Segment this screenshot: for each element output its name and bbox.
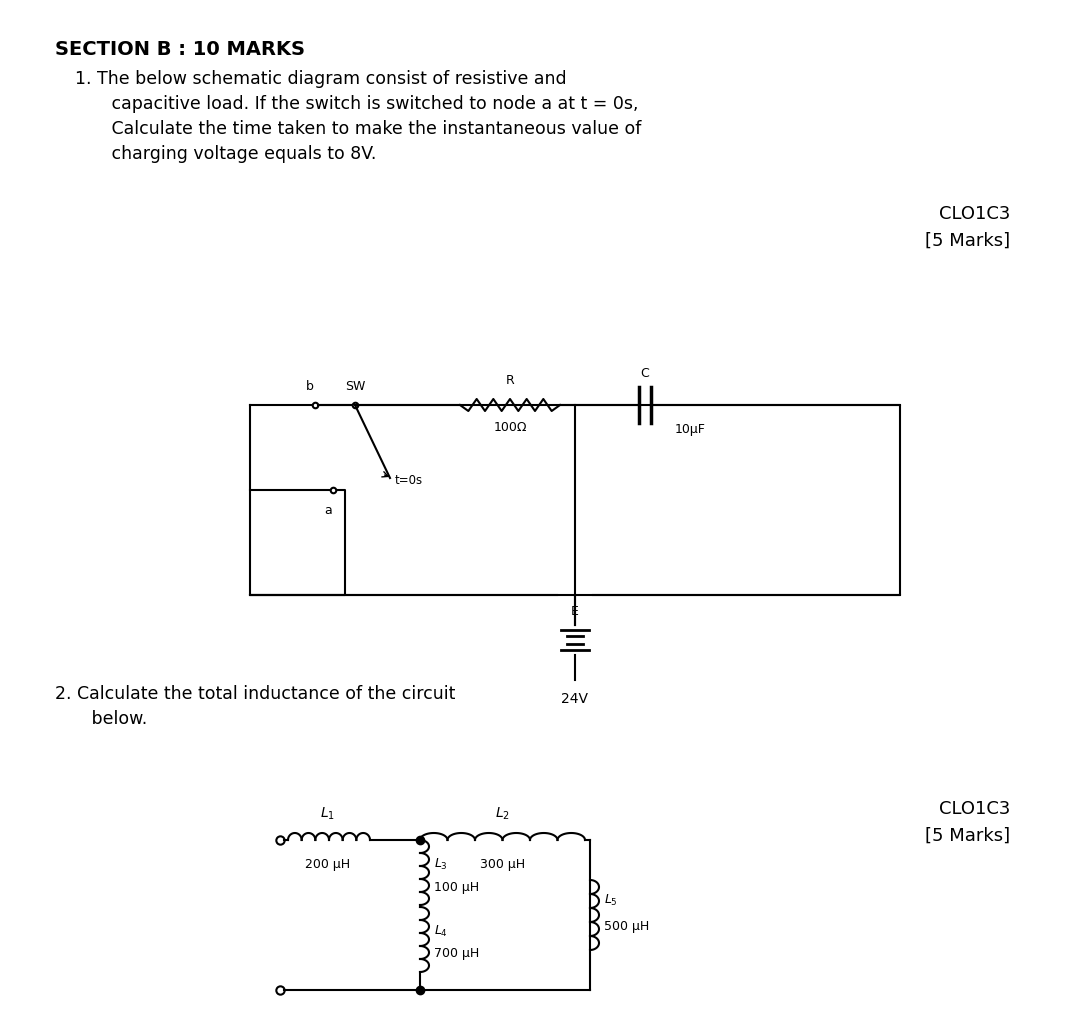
Text: CLO1C3: CLO1C3 xyxy=(938,205,1010,223)
Text: b: b xyxy=(306,380,314,393)
Text: 2. Calculate the total inductance of the circuit: 2. Calculate the total inductance of the… xyxy=(55,685,455,703)
Text: 300 μH: 300 μH xyxy=(480,858,525,871)
Text: R: R xyxy=(506,374,515,387)
Text: CLO1C3: CLO1C3 xyxy=(938,800,1010,818)
Text: 100 μH: 100 μH xyxy=(434,880,479,894)
Text: [5 Marks]: [5 Marks] xyxy=(925,827,1010,845)
Text: a: a xyxy=(324,504,332,517)
Text: 1. The below schematic diagram consist of resistive and: 1. The below schematic diagram consist o… xyxy=(75,70,567,88)
Text: below.: below. xyxy=(75,710,148,728)
Text: $L_3$: $L_3$ xyxy=(434,857,447,872)
Text: 100Ω: 100Ω xyxy=(493,421,527,434)
Text: 24V: 24V xyxy=(561,692,589,706)
Text: E: E xyxy=(571,605,579,618)
Text: [5 Marks]: [5 Marks] xyxy=(925,232,1010,250)
Text: Calculate the time taken to make the instantaneous value of: Calculate the time taken to make the ins… xyxy=(94,120,642,138)
Text: $L_2$: $L_2$ xyxy=(495,806,510,822)
Text: SW: SW xyxy=(345,380,365,393)
Text: SECTION B : 10 MARKS: SECTION B : 10 MARKS xyxy=(55,40,305,59)
Text: charging voltage equals to 8V.: charging voltage equals to 8V. xyxy=(94,145,377,163)
Text: 200 μH: 200 μH xyxy=(305,858,350,871)
Text: 10μF: 10μF xyxy=(675,423,706,436)
Text: 700 μH: 700 μH xyxy=(434,947,479,960)
Text: 500 μH: 500 μH xyxy=(604,920,649,933)
Text: t=0s: t=0s xyxy=(395,474,424,487)
Text: $L_5$: $L_5$ xyxy=(604,893,618,907)
Text: capacitive load. If the switch is switched to node a at t = 0s,: capacitive load. If the switch is switch… xyxy=(94,95,639,113)
Text: C: C xyxy=(641,367,649,380)
Text: $L_1$: $L_1$ xyxy=(320,806,334,822)
Text: $L_4$: $L_4$ xyxy=(434,924,447,939)
